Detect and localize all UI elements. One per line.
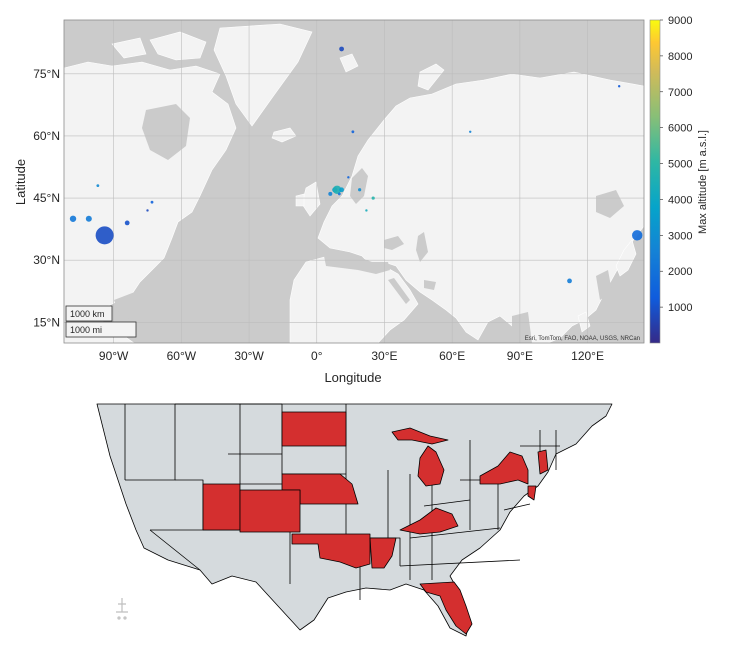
colorbar-tick-label: 6000 <box>668 123 692 135</box>
data-point <box>358 188 362 192</box>
data-point <box>347 176 350 179</box>
y-tick-label: 15°N <box>33 315 60 329</box>
colorbar-label: Max altitude [m a.s.l.] <box>697 130 709 234</box>
scale-bar-mi: 1000 mi <box>70 325 102 335</box>
sea-of-okhotsk <box>596 190 624 218</box>
baltic-sea <box>350 168 368 204</box>
data-point <box>632 230 643 241</box>
state-colorado[interactable] <box>239 489 301 533</box>
bay-of-bengal <box>512 312 532 343</box>
state-utah[interactable] <box>202 483 241 531</box>
scale-bar-km-box <box>65 305 113 322</box>
colorbar-tick-label: 9000 <box>668 15 692 27</box>
data-point <box>124 220 130 226</box>
data-point <box>339 46 344 52</box>
state-florida[interactable] <box>419 581 473 635</box>
data-point <box>146 209 149 212</box>
x-tick-label: 90°E <box>507 349 533 363</box>
state-new-jersey[interactable] <box>527 485 537 501</box>
data-point <box>96 184 100 188</box>
y-tick-label: 45°N <box>33 191 60 205</box>
black-sea <box>384 236 404 250</box>
y-axis-ticks: 75°N 60°N 45°N 30°N 15°N <box>33 67 60 329</box>
colorbar-tick-label: 4000 <box>668 194 692 206</box>
x-tick-label: 120°E <box>571 349 604 363</box>
y-tick-label: 75°N <box>33 67 60 81</box>
data-point <box>567 278 572 284</box>
data-point <box>150 200 154 204</box>
data-point <box>332 185 342 194</box>
data-point <box>371 196 375 200</box>
x-tick-label: 60°W <box>167 349 197 363</box>
data-point <box>95 226 114 245</box>
x-tick-label: 30°E <box>371 349 397 363</box>
scale-bar-mi-box <box>65 321 137 338</box>
x-axis-label: Longitude <box>324 370 381 385</box>
colorbar: 9000 8000 7000 6000 5000 4000 3000 2000 1000 Max… <box>649 15 709 344</box>
us-landmass <box>96 403 613 637</box>
colorbar-tick-label: 5000 <box>668 159 692 171</box>
y-tick-label: 60°N <box>33 129 60 143</box>
data-point <box>339 187 344 193</box>
data-point <box>365 209 368 212</box>
state-michigan[interactable] <box>417 445 445 487</box>
data-point <box>617 85 621 88</box>
colorbar-tick-label: 2000 <box>668 266 692 278</box>
colorbar-ticks: 9000 8000 7000 6000 5000 4000 3000 2000 1000 <box>660 15 692 314</box>
x-tick-label: 60°E <box>439 349 465 363</box>
state-north-dakota[interactable] <box>281 411 347 447</box>
gulf-of-mexico <box>114 290 160 322</box>
colorbar-gradient <box>649 19 661 344</box>
colorbar-tick-label: 7000 <box>668 87 692 99</box>
data-point <box>69 215 77 222</box>
colorbar-tick-label: 8000 <box>668 51 692 63</box>
landmasses <box>64 23 644 343</box>
persian-gulf <box>424 280 436 290</box>
state-kentucky[interactable] <box>399 507 459 535</box>
y-axis-label: Latitude <box>13 159 28 205</box>
app-watermark-icon <box>116 598 128 620</box>
x-axis-ticks: 90°W 60°W 30°W 0° 30°E 60°E 90°E 120°E <box>99 349 604 363</box>
colorbar-tick-label: 1000 <box>668 302 692 314</box>
highlighted-states <box>202 411 549 635</box>
red-sea <box>388 278 410 304</box>
caspian-sea <box>416 232 428 262</box>
attribution-text: Esri, TomTom, FAO, NOAA, USGS, NRCan <box>525 336 640 342</box>
data-point <box>351 130 355 134</box>
x-tick-label: 0° <box>311 349 323 363</box>
data-point <box>469 130 472 134</box>
state-arkansas[interactable] <box>369 537 397 569</box>
state-new-hampshire[interactable] <box>537 449 549 475</box>
y-tick-label: 30°N <box>33 253 60 267</box>
gridlines <box>64 20 644 343</box>
scale-bar-km: 1000 km <box>70 309 105 319</box>
colorbar-tick-label: 3000 <box>668 230 692 242</box>
plot-frame <box>63 19 645 344</box>
hudson-bay <box>142 104 190 160</box>
east-china-sea <box>596 270 612 300</box>
water-bodies <box>114 104 624 343</box>
x-tick-label: 30°W <box>234 349 264 363</box>
data-point <box>328 191 333 196</box>
state-michigan-upper[interactable] <box>391 427 449 445</box>
x-tick-label: 90°W <box>99 349 129 363</box>
world-map[interactable]: 1000 km 1000 mi Esri, TomTom, FAO, NOAA,… <box>13 19 645 385</box>
us-map[interactable] <box>96 403 613 637</box>
scatter-points <box>69 46 643 284</box>
scale-bar: 1000 km 1000 mi <box>65 305 137 338</box>
data-point <box>337 192 341 196</box>
data-point <box>85 215 92 222</box>
state-new-york[interactable] <box>479 451 529 485</box>
mediterranean-sea <box>324 252 390 274</box>
